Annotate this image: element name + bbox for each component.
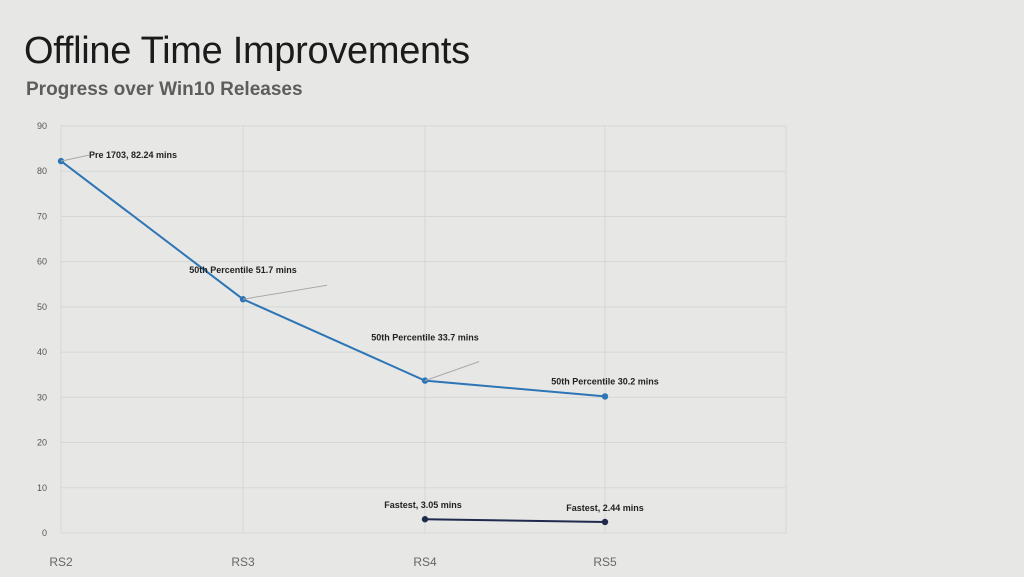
y-tick-label: 10 bbox=[37, 483, 47, 493]
x-tick-label: RS2 bbox=[49, 555, 73, 569]
y-tick-label: 0 bbox=[42, 528, 47, 538]
y-tick-label: 20 bbox=[37, 438, 47, 448]
y-tick-label: 40 bbox=[37, 347, 47, 357]
data-point bbox=[601, 518, 609, 526]
y-tick-label: 30 bbox=[37, 392, 47, 402]
plot-area bbox=[60, 125, 787, 534]
data-point bbox=[421, 516, 429, 523]
y-tick-label: 60 bbox=[37, 257, 47, 267]
data-label: Pre 1703, 82.24 mins bbox=[89, 150, 177, 160]
slide-subtitle: Progress over Win10 Releases bbox=[26, 79, 303, 100]
x-tick-label: RS4 bbox=[413, 555, 437, 569]
leader-line bbox=[60, 154, 90, 162]
y-tick-label: 70 bbox=[37, 211, 47, 221]
x-tick-label: RS5 bbox=[593, 555, 617, 569]
data-label: 50th Percentile 30.2 mins bbox=[551, 376, 659, 386]
slide-title: Offline Time Improvements bbox=[24, 30, 470, 72]
leader-line bbox=[424, 361, 480, 382]
y-tick-label: 80 bbox=[37, 166, 47, 176]
data-label: 50th Percentile 51.7 mins bbox=[189, 265, 297, 275]
series-line-1 bbox=[60, 160, 606, 398]
data-point bbox=[601, 393, 609, 400]
y-tick-label: 50 bbox=[37, 302, 47, 312]
x-tick-label: RS3 bbox=[231, 555, 255, 569]
leader-line bbox=[242, 284, 328, 300]
series-line-2 bbox=[424, 518, 606, 523]
data-label: Fastest, 2.44 mins bbox=[566, 503, 644, 513]
data-label: Fastest, 3.05 mins bbox=[384, 500, 462, 510]
data-label: 50th Percentile 33.7 mins bbox=[371, 333, 479, 343]
y-tick-label: 90 bbox=[37, 121, 47, 131]
